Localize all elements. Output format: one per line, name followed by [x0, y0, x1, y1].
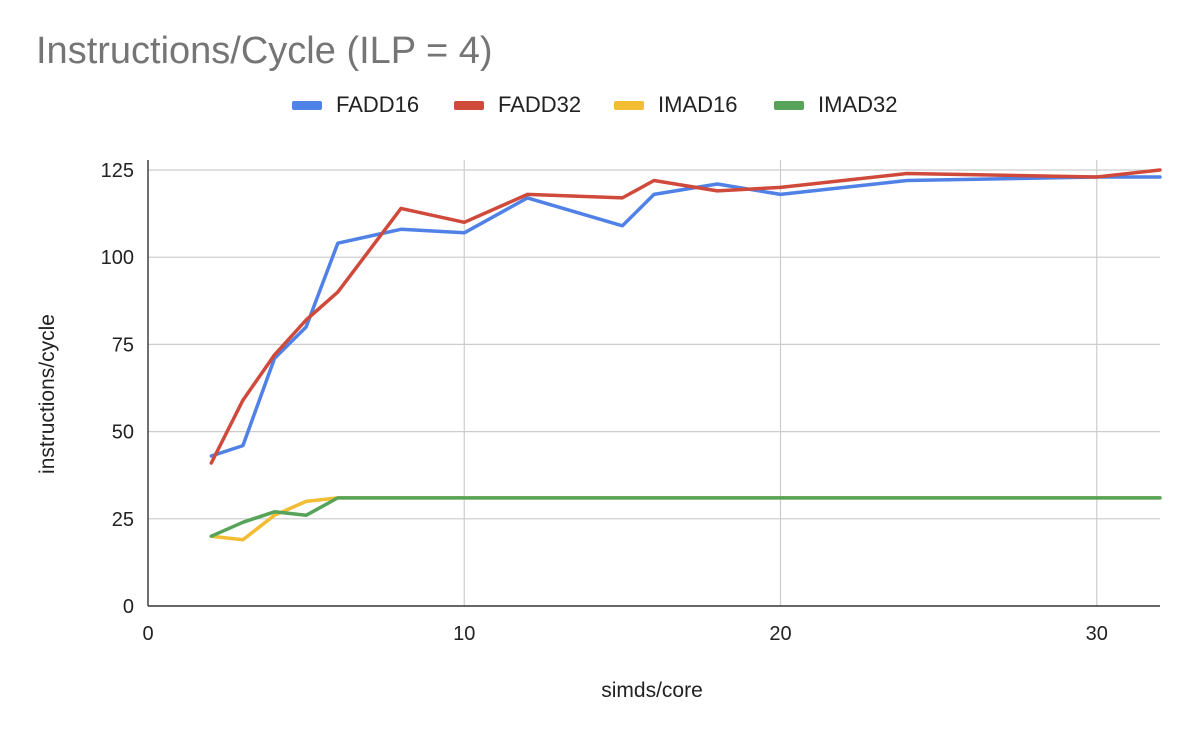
legend-swatch-imad32 [774, 100, 804, 110]
legend-label-imad16: IMAD16 [658, 92, 738, 117]
series-line-fadd16 [209, 175, 1162, 458]
series-line-imad32 [209, 496, 1162, 538]
chart-title: Instructions/Cycle (ILP = 4) [36, 30, 493, 72]
legend-item-imad16[interactable]: IMAD16 [614, 92, 737, 118]
x-tick-label-20: 20 [769, 623, 791, 645]
x-tick-label-0: 0 [142, 623, 153, 645]
legend-label-imad32: IMAD32 [818, 92, 898, 117]
y-tick-label-125: 125 [101, 160, 134, 182]
legend-swatch-fadd32 [454, 100, 484, 110]
legend-item-fadd32[interactable]: FADD32 [454, 92, 581, 118]
x-axis-label: simds/core [601, 679, 703, 702]
legend-item-fadd16[interactable]: FADD16 [292, 92, 419, 118]
y-axis-label: instructions/cycle [36, 314, 59, 474]
legend-item-imad32[interactable]: IMAD32 [774, 92, 897, 118]
x-tick-label-10: 10 [453, 623, 475, 645]
legend-label-fadd32: FADD32 [498, 92, 582, 117]
y-tick-label-0: 0 [123, 596, 134, 618]
y-tick-label-25: 25 [112, 509, 134, 531]
y-tick-label-75: 75 [112, 334, 134, 356]
x-tick-label-30: 30 [1086, 623, 1108, 645]
legend-swatch-imad16 [614, 100, 644, 110]
legend-label-fadd16: FADD16 [336, 92, 420, 117]
y-tick-label-100: 100 [101, 247, 134, 269]
legend-swatch-fadd16 [292, 100, 322, 110]
series-line-fadd32 [209, 168, 1162, 465]
y-tick-label-50: 50 [112, 422, 134, 444]
legend: FADD16 FADD32 IMAD16 IMAD32 [0, 92, 1194, 132]
